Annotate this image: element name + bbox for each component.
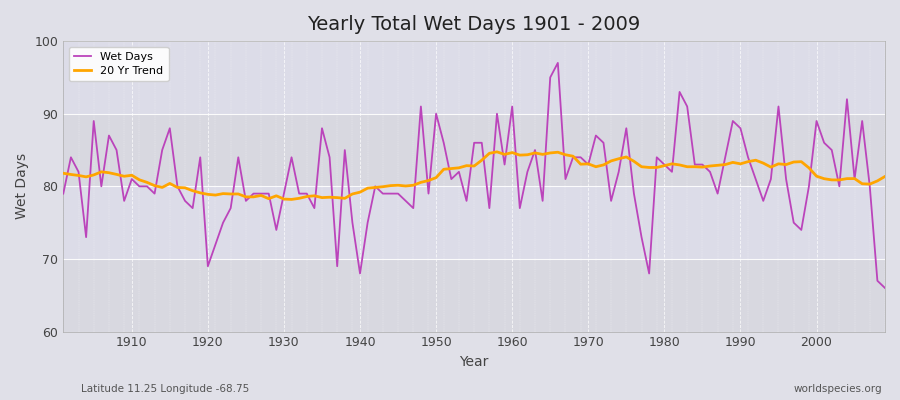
Bar <box>63 259 885 332</box>
Wet Days <box>286 155 297 160</box>
Y-axis label: Wet Days: Wet Days <box>15 153 29 220</box>
20 Yr Trend <box>58 171 68 176</box>
Wet Days <box>119 198 130 203</box>
20 Yr Trend <box>879 174 890 179</box>
Wet Days <box>553 60 563 65</box>
Line: Wet Days: Wet Days <box>63 63 885 288</box>
20 Yr Trend <box>613 156 624 161</box>
Text: worldspecies.org: worldspecies.org <box>794 384 882 394</box>
Wet Days <box>332 264 343 269</box>
Text: Latitude 11.25 Longitude -68.75: Latitude 11.25 Longitude -68.75 <box>81 384 249 394</box>
20 Yr Trend <box>119 174 130 179</box>
20 Yr Trend <box>515 153 526 158</box>
Wet Days <box>507 104 517 109</box>
Legend: Wet Days, 20 Yr Trend: Wet Days, 20 Yr Trend <box>68 47 168 81</box>
Wet Days <box>500 162 510 167</box>
20 Yr Trend <box>339 196 350 201</box>
Bar <box>63 41 885 114</box>
Line: 20 Yr Trend: 20 Yr Trend <box>63 152 885 200</box>
20 Yr Trend <box>491 150 502 154</box>
Title: Yearly Total Wet Days 1901 - 2009: Yearly Total Wet Days 1901 - 2009 <box>308 15 641 34</box>
Wet Days <box>606 198 616 203</box>
20 Yr Trend <box>286 197 297 202</box>
X-axis label: Year: Year <box>460 355 489 369</box>
Wet Days <box>58 191 68 196</box>
20 Yr Trend <box>522 152 533 157</box>
20 Yr Trend <box>293 196 304 201</box>
Bar <box>63 186 885 259</box>
Bar <box>63 114 885 186</box>
Wet Days <box>879 286 890 290</box>
